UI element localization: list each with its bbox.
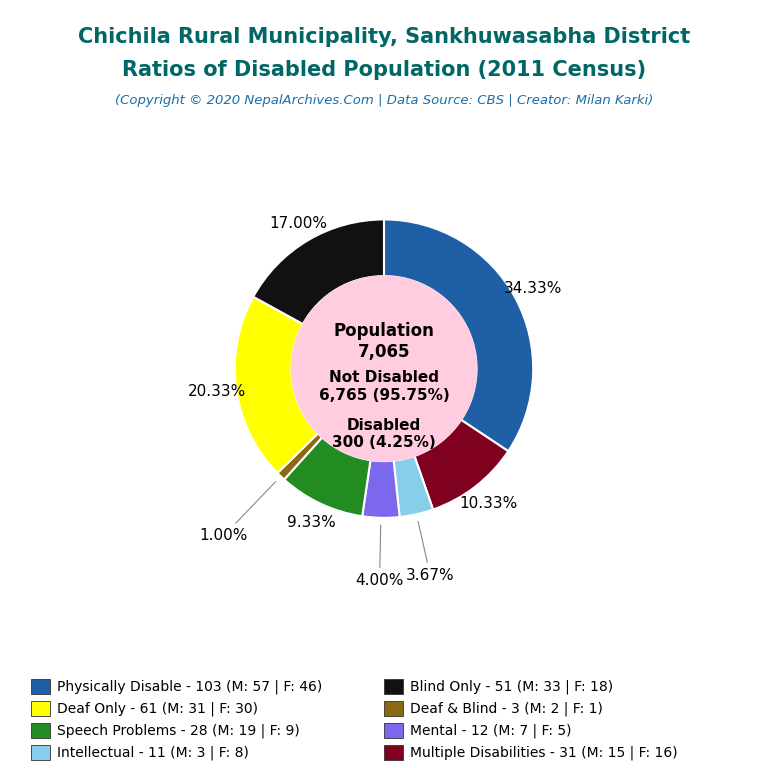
Circle shape — [292, 276, 476, 461]
Wedge shape — [394, 456, 433, 517]
Text: Population
7,065: Population 7,065 — [333, 323, 435, 361]
Text: Ratios of Disabled Population (2011 Census): Ratios of Disabled Population (2011 Cens… — [122, 60, 646, 80]
Wedge shape — [415, 420, 508, 509]
Wedge shape — [384, 220, 533, 452]
Text: 3.67%: 3.67% — [406, 521, 455, 583]
Text: 10.33%: 10.33% — [459, 495, 518, 511]
Wedge shape — [362, 460, 399, 518]
Text: Disabled
300 (4.25%): Disabled 300 (4.25%) — [332, 418, 436, 451]
Text: 1.00%: 1.00% — [200, 482, 276, 543]
Text: 17.00%: 17.00% — [269, 216, 327, 231]
Text: Chichila Rural Municipality, Sankhuwasabha District: Chichila Rural Municipality, Sankhuwasab… — [78, 27, 690, 47]
Legend: Physically Disable - 103 (M: 57 | F: 46), Deaf Only - 61 (M: 31 | F: 30), Speech: Physically Disable - 103 (M: 57 | F: 46)… — [31, 679, 323, 760]
Text: 9.33%: 9.33% — [287, 515, 336, 530]
Wedge shape — [253, 220, 384, 324]
Wedge shape — [235, 296, 318, 473]
Text: 34.33%: 34.33% — [503, 281, 561, 296]
Text: (Copyright © 2020 NepalArchives.Com | Data Source: CBS | Creator: Milan Karki): (Copyright © 2020 NepalArchives.Com | Da… — [115, 94, 653, 107]
Legend: Blind Only - 51 (M: 33 | F: 18), Deaf & Blind - 3 (M: 2 | F: 1), Mental - 12 (M:: Blind Only - 51 (M: 33 | F: 18), Deaf & … — [384, 679, 678, 760]
Text: Not Disabled
6,765 (95.75%): Not Disabled 6,765 (95.75%) — [319, 370, 449, 402]
Text: 4.00%: 4.00% — [356, 525, 404, 588]
Wedge shape — [284, 438, 370, 516]
Wedge shape — [277, 433, 322, 479]
Text: 20.33%: 20.33% — [188, 384, 246, 399]
